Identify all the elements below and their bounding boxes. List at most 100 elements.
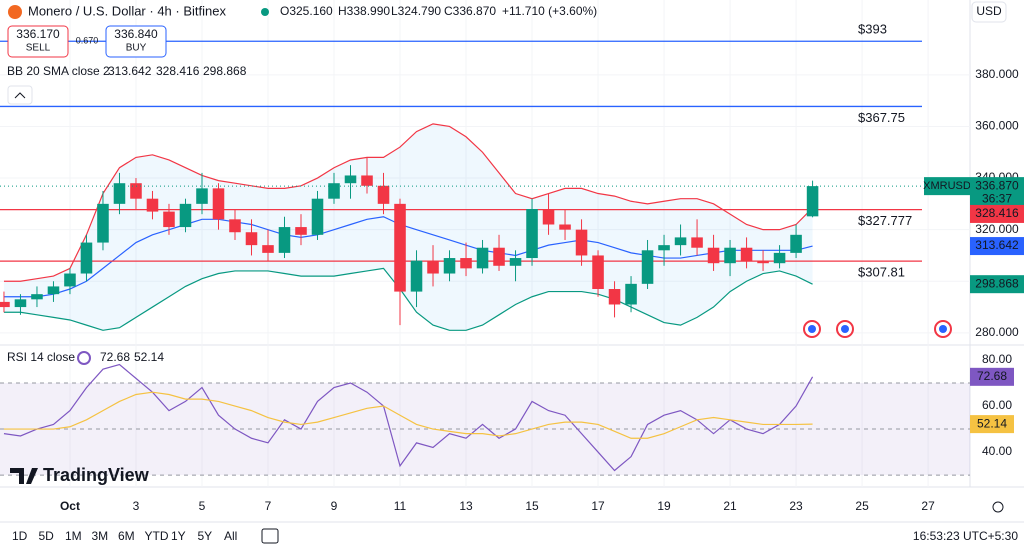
rsi-value: 72.68 (100, 350, 130, 364)
x-tick-label: 19 (657, 499, 671, 513)
rsi-line (3, 391, 813, 439)
candle-body (674, 237, 687, 246)
x-tick-label: 9 (331, 499, 338, 513)
x-tick-label: Oct (60, 499, 80, 513)
symbol-badge-text: XMRUSD (923, 180, 971, 192)
candle-body (559, 224, 571, 230)
candle-body (14, 299, 27, 308)
range-button[interactable]: 5D (39, 529, 55, 543)
rsi-line (3, 363, 814, 472)
ohlc-high: H338.990 (338, 4, 390, 18)
indicator-badge (970, 204, 1024, 223)
candle-body (212, 188, 225, 220)
candle-body (410, 260, 423, 292)
candle-body (80, 242, 93, 274)
range-button[interactable]: 3M (92, 529, 109, 543)
x-tick-label: 17 (591, 499, 605, 513)
candle-body (592, 255, 604, 290)
horizontal-line-label: $393 (858, 22, 887, 37)
candle-body (641, 250, 654, 284)
candle-body (146, 198, 159, 212)
x-tick-label: 25 (855, 499, 869, 513)
bollinger-line (3, 216, 813, 298)
indicator-badge-text: 328.416 (975, 206, 1019, 220)
x-tick-label: 5 (199, 499, 206, 513)
candle-body (311, 198, 324, 235)
plot: $393 $367.75 $327.777 $307.81 (0, 0, 970, 487)
x-tick-label: 11 (394, 499, 407, 513)
candle-body (542, 209, 555, 225)
rsi-badge-text: 52.14 (977, 416, 1007, 430)
candle-body (460, 258, 472, 269)
candle-body (493, 247, 505, 266)
svg-text:TradingView: TradingView (43, 465, 150, 485)
x-tick-label: 7 (265, 499, 272, 513)
bollinger-line (3, 123, 813, 282)
candle-body (394, 203, 406, 292)
symbol-title: Monero / U.S. Dollar · 4h · Bitfinex (28, 3, 226, 18)
range-button[interactable]: 1M (65, 529, 82, 543)
candle-body (64, 273, 76, 287)
currency[interactable]: USD (976, 4, 1002, 18)
candle-body (427, 260, 439, 274)
collapse-icon[interactable] (14, 92, 26, 99)
candle-body (608, 289, 621, 305)
candle-body (113, 183, 126, 204)
candle-body (575, 229, 588, 256)
price-badge (970, 177, 1024, 208)
currency-button[interactable] (971, 1, 1007, 23)
buy-price[interactable]: 336.840 (114, 27, 158, 41)
settings-icon[interactable] (992, 501, 1004, 513)
candle-body (262, 245, 274, 253)
ohlc-change: +11.710 (+3.60%) (502, 4, 597, 18)
x-tick-label: 23 (789, 499, 803, 513)
range-button[interactable]: 1Y (171, 529, 186, 543)
candle-body (295, 227, 307, 235)
bb-basis-value: 313.642 (108, 64, 152, 78)
flag-icons[interactable] (803, 320, 952, 338)
candle-body (476, 247, 489, 269)
candle-body (773, 252, 786, 264)
range-button[interactable]: YTD (145, 529, 169, 543)
y-tick-label: 40.00 (982, 444, 1012, 458)
candle-body (47, 286, 60, 295)
candle-body (790, 234, 802, 253)
buy-button[interactable] (105, 25, 167, 58)
y-tick-label: 60.00 (982, 398, 1012, 412)
candle-body (179, 203, 192, 228)
candle-body (658, 245, 670, 251)
sell-label[interactable]: SELL (26, 43, 51, 54)
spread: 0.670 (76, 35, 99, 45)
x-tick-label: 3 (133, 499, 140, 513)
ohlc-open: O325.160 (280, 4, 333, 18)
range-button[interactable]: 5Y (198, 529, 213, 543)
y-tick-label: 380.000 (975, 67, 1019, 81)
candle-body (361, 175, 373, 186)
brand-logo: TradingView (10, 465, 150, 485)
y-tick-label: 80.00 (982, 352, 1012, 366)
collapse-button[interactable] (7, 85, 33, 105)
x-tick-label: 13 (459, 499, 473, 513)
x-tick-label: 27 (921, 499, 935, 513)
candle-body (724, 247, 736, 264)
symbol-badge (924, 177, 970, 196)
range-button[interactable]: 6M (118, 529, 135, 543)
range-button[interactable]: 1D (12, 529, 28, 543)
buy-label[interactable]: BUY (126, 43, 147, 54)
coin-logo (8, 5, 22, 19)
rsi-badge-text: 72.68 (977, 369, 1007, 383)
indicator-name: BB 20 SMA close 2 (7, 64, 110, 78)
date-range-icon[interactable] (261, 528, 279, 544)
candle-body (0, 301, 10, 308)
candle-body (130, 183, 142, 199)
sell-button[interactable] (7, 25, 69, 58)
candle-body (740, 247, 753, 261)
candle-body (806, 186, 819, 217)
sell-price[interactable]: 336.170 (16, 27, 60, 41)
candle-body (625, 283, 637, 305)
range-button[interactable]: All (224, 529, 237, 543)
horizontal-line-label: $367.75 (858, 110, 905, 125)
x-tick-label: 21 (723, 499, 737, 513)
indicator-badge (970, 275, 1024, 294)
candle-body (344, 175, 357, 184)
